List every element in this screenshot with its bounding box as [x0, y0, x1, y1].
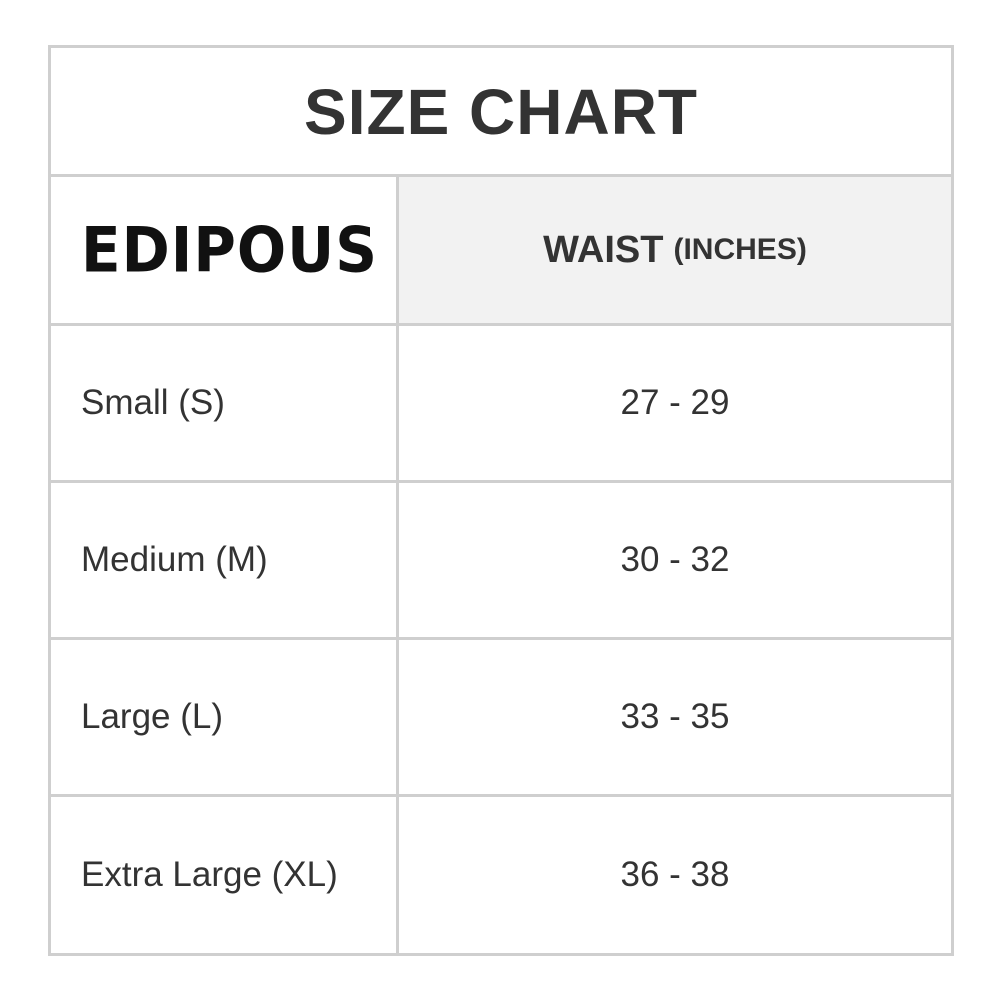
waist-unit: (INCHES) — [673, 233, 807, 266]
edipous-logo: EDIPOUS — [81, 213, 379, 287]
waist-cell: 30 - 32 — [620, 540, 730, 579]
waist-cell: 36 - 38 — [620, 855, 730, 894]
table-row: Large (L) 33 - 35 — [51, 640, 951, 797]
waist-cell: 27 - 29 — [620, 383, 730, 422]
header-row: EDIPOUS WAIST (INCHES) — [51, 177, 951, 326]
waist-cell: 33 - 35 — [620, 697, 730, 736]
brand-logo-cell: EDIPOUS — [51, 177, 399, 323]
waist-column-header: WAIST (INCHES) — [399, 177, 951, 323]
chart-title: SIZE CHART — [51, 48, 951, 177]
waist-label: WAIST — [543, 228, 664, 271]
size-chart-table: SIZE CHART EDIPOUS WAIST (INCHES) Small … — [48, 45, 954, 956]
size-cell: Large (L) — [51, 640, 399, 794]
table-row: Medium (M) 30 - 32 — [51, 483, 951, 640]
table-row: Small (S) 27 - 29 — [51, 326, 951, 483]
size-cell: Small (S) — [51, 326, 399, 480]
size-cell: Medium (M) — [51, 483, 399, 637]
table-row: Extra Large (XL) 36 - 38 — [51, 797, 951, 953]
size-cell: Extra Large (XL) — [51, 797, 399, 953]
